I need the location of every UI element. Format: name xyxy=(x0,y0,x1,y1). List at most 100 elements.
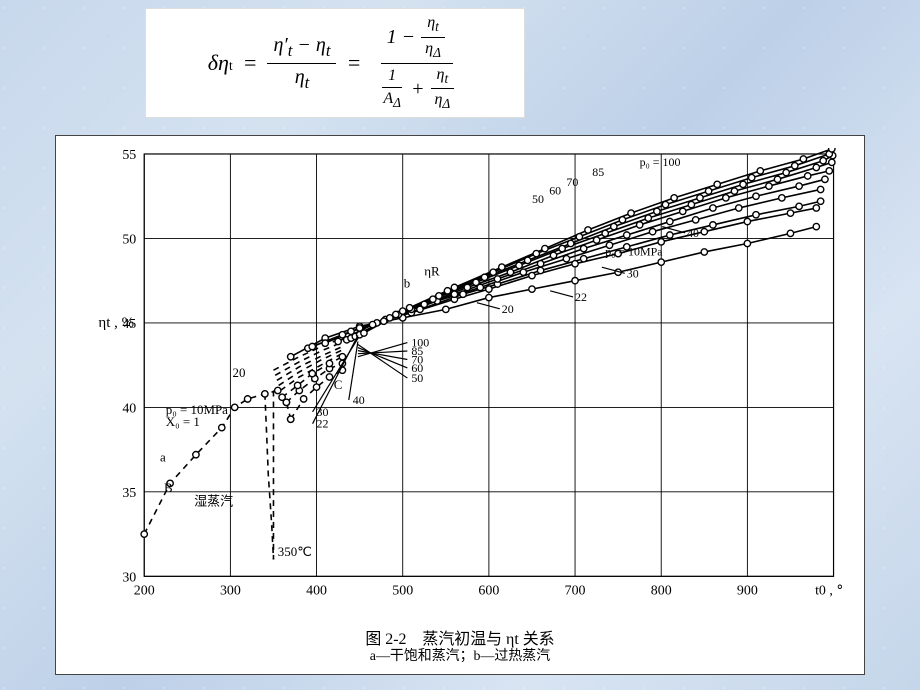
label-20-left: 20 xyxy=(233,365,246,380)
data-point xyxy=(499,264,505,270)
data-point xyxy=(796,203,802,209)
data-point xyxy=(232,404,238,410)
data-point xyxy=(537,267,543,273)
x-tick-label: 600 xyxy=(478,583,499,598)
eq-frac2-num: 1 − ηt ηΔ xyxy=(381,14,453,64)
label-b: b xyxy=(404,275,410,290)
annotations-group: aB湿蒸汽350℃p₀ = 10MPaX₀ = 120CbηRp₀ = 10MP… xyxy=(160,155,699,559)
data-point xyxy=(542,245,548,251)
data-point xyxy=(800,156,806,162)
data-point xyxy=(829,148,835,152)
data-point xyxy=(262,391,268,397)
data-point xyxy=(430,296,436,302)
data-point xyxy=(275,387,281,393)
data-point xyxy=(654,208,660,214)
data-point xyxy=(658,259,664,265)
data-point xyxy=(624,232,630,238)
data-point xyxy=(817,186,823,192)
data-point xyxy=(494,276,500,282)
data-point xyxy=(313,384,319,390)
data-point xyxy=(779,195,785,201)
label-wet-steam: 湿蒸汽 xyxy=(194,493,233,508)
data-point xyxy=(309,370,315,376)
data-point xyxy=(787,210,793,216)
data-point xyxy=(288,354,294,360)
data-point xyxy=(288,416,294,422)
data-point xyxy=(692,217,698,223)
eq-frac-1: η′t − ηt ηt xyxy=(267,34,336,92)
data-point xyxy=(444,288,450,294)
plot-area: 200300400500600700800900t0 , ℃3035404550… xyxy=(98,148,842,598)
data-point xyxy=(436,293,442,299)
label-x0-1: X₀ = 1 xyxy=(166,414,200,429)
leader-line xyxy=(477,303,500,309)
data-point xyxy=(507,269,513,275)
data-point xyxy=(817,198,823,204)
data-point xyxy=(710,222,716,228)
label-fan-50: 50 xyxy=(411,371,423,385)
label-top-50: 50 xyxy=(532,192,544,206)
x-tick-label: 400 xyxy=(306,583,327,598)
label-p0-10mpa-right: p₀ = 10MPa xyxy=(605,244,663,258)
data-point xyxy=(529,286,535,292)
label-etaR: ηR xyxy=(424,264,440,279)
x-tick-label: 700 xyxy=(565,583,586,598)
data-point xyxy=(749,174,755,180)
leader-line xyxy=(550,291,573,297)
data-point xyxy=(585,227,591,233)
data-point xyxy=(701,249,707,255)
data-point xyxy=(783,169,789,175)
data-point xyxy=(572,277,578,283)
eq-frac2-den: 1 AΔ + ηt ηΔ xyxy=(371,64,462,113)
data-point xyxy=(524,257,530,263)
data-point xyxy=(766,183,772,189)
label-right-30: 30 xyxy=(627,266,639,280)
y-tick-label: 50 xyxy=(122,232,136,247)
data-point xyxy=(701,229,707,235)
data-point xyxy=(740,181,746,187)
data-point xyxy=(805,173,811,179)
series-wet_drop_right xyxy=(265,394,274,560)
data-point xyxy=(813,164,819,170)
figure-caption: 图 2-2 蒸汽初温与 ηt 关系 xyxy=(365,630,554,648)
data-point xyxy=(820,158,826,164)
data-point xyxy=(822,176,828,182)
data-point xyxy=(705,188,711,194)
data-point xyxy=(464,284,470,290)
eq-equals-1: = xyxy=(243,50,258,76)
data-point xyxy=(486,294,492,300)
x-tick-label: 200 xyxy=(134,583,155,598)
data-point xyxy=(279,394,285,400)
data-point xyxy=(580,245,586,251)
data-point xyxy=(662,201,668,207)
data-point xyxy=(628,210,634,216)
data-point xyxy=(667,218,673,224)
data-point xyxy=(688,201,694,207)
data-point xyxy=(796,183,802,189)
eq-frac1-num: η′t − ηt xyxy=(267,34,336,63)
data-point xyxy=(792,163,798,169)
label-fan-22: 22 xyxy=(317,417,329,431)
data-point xyxy=(636,222,642,228)
data-point xyxy=(649,229,655,235)
data-point xyxy=(680,208,686,214)
label-fan-40: 40 xyxy=(353,393,365,407)
data-point xyxy=(516,262,522,268)
data-point xyxy=(714,181,720,187)
data-point xyxy=(667,232,673,238)
data-point xyxy=(645,215,651,221)
label-top-60: 60 xyxy=(549,184,561,198)
x-tick-label: 500 xyxy=(392,583,413,598)
data-point xyxy=(309,343,315,349)
data-point xyxy=(326,374,332,380)
eq-frac-2: 1 − ηt ηΔ 1 AΔ + ηt ηΔ xyxy=(371,14,462,112)
data-point xyxy=(326,360,332,366)
data-point xyxy=(406,305,412,311)
data-point xyxy=(393,311,399,317)
data-point xyxy=(451,291,457,297)
data-point xyxy=(731,188,737,194)
data-point xyxy=(219,424,225,430)
data-point xyxy=(611,223,617,229)
y-tick-label: 40 xyxy=(122,401,136,416)
chart-svg: 200300400500600700800900t0 , ℃3035404550… xyxy=(78,148,842,662)
